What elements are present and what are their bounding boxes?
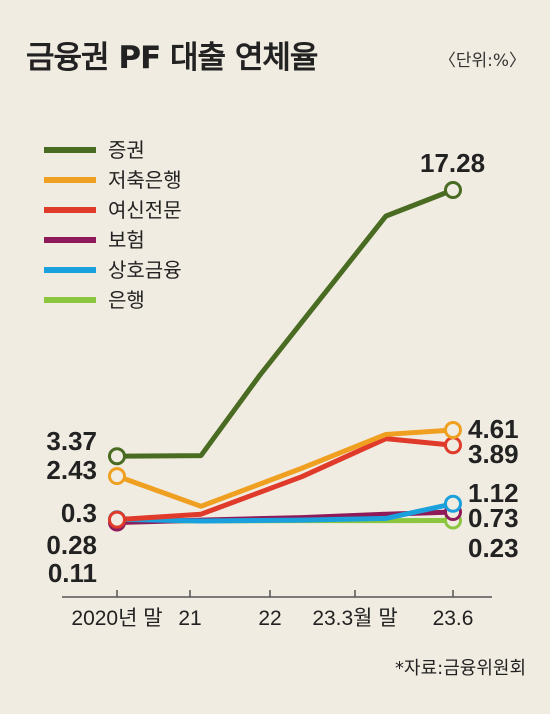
legend-label: 은행 <box>108 288 145 312</box>
data-label: 0.23 <box>468 533 519 563</box>
data-label: 1.12 <box>468 478 519 508</box>
x-tick-label: 23.3월 말 <box>312 607 397 630</box>
data-label: 3.37 <box>46 426 97 456</box>
legend-label: 여신전문 <box>108 198 182 222</box>
legend-label: 상호금융 <box>108 258 182 282</box>
series-line <box>114 427 456 509</box>
data-label: 0.28 <box>46 530 97 560</box>
data-point-end-point <box>444 421 462 439</box>
x-tick-label: 22 <box>258 607 281 630</box>
x-tick-label: 23.6 <box>433 607 474 630</box>
data-label: 2.43 <box>46 455 97 485</box>
series-line <box>114 501 456 524</box>
data-label: 0.3 <box>61 498 97 528</box>
data-point-end-point <box>444 436 462 455</box>
chart-title: 금융권 PF 대출 연체율 <box>26 40 318 76</box>
data-point-end-point <box>444 494 462 513</box>
x-tick-label: 2020년 말 <box>71 607 162 630</box>
series-line <box>114 436 456 523</box>
legend-label: 보험 <box>108 228 145 252</box>
series-line <box>114 187 456 459</box>
data-label: 0.11 <box>48 558 97 588</box>
data-point-start-point <box>108 447 126 466</box>
data-label: 3.89 <box>468 439 519 469</box>
data-point-start-point <box>108 510 126 529</box>
source-note: *자료:금융위원회 <box>395 658 526 679</box>
data-label: 4.61 <box>468 414 519 444</box>
data-label: 0.73 <box>468 503 519 533</box>
data-point-end-point <box>444 181 462 199</box>
legend-label: 저축은행 <box>108 168 182 192</box>
data-point-start-point <box>108 467 126 486</box>
data-label: 17.28 <box>420 148 485 178</box>
x-tick-label: 21 <box>178 607 201 630</box>
legend-label: 증권 <box>108 138 145 162</box>
unit-label: 〈단위:%〉 <box>438 51 526 71</box>
